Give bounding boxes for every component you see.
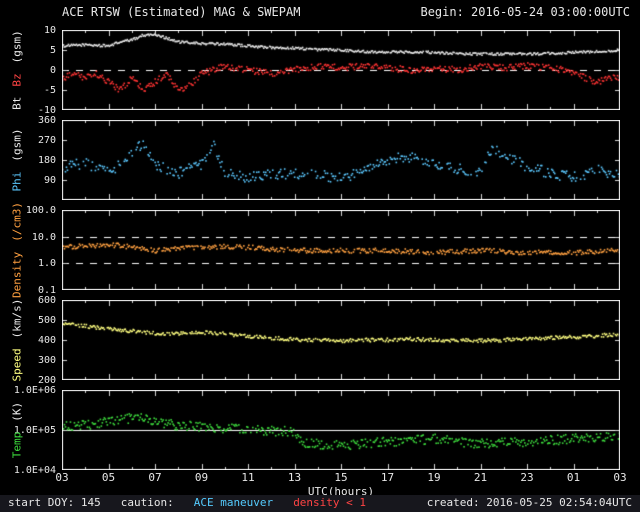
panel-phi xyxy=(62,120,620,200)
status-start-doy: start DOY: 145 xyxy=(8,496,101,509)
panel-temp xyxy=(62,390,620,470)
y-tick-bt-bz--10: -10 xyxy=(37,105,56,116)
y-tick-phi-180: 180 xyxy=(37,155,56,166)
begin-timestamp: Begin: 2016-05-24 03:00:00UTC xyxy=(420,5,630,19)
panel-plot-speed xyxy=(62,300,620,380)
y-tick-density-0.1: 0.1 xyxy=(37,285,56,296)
x-tick-17: 17 xyxy=(380,471,395,484)
y-tick-speed-500: 500 xyxy=(37,315,56,326)
y-axis-label-density: Density (/cm3) xyxy=(11,197,24,303)
x-tick-13: 13 xyxy=(287,471,302,484)
y-axis-label-part: (km/s) xyxy=(10,298,24,339)
y-tick-phi-360: 360 xyxy=(37,115,56,126)
y-tick-speed-300: 300 xyxy=(37,355,56,366)
x-axis-label: UTC(hours) xyxy=(307,485,375,498)
x-tick-09: 09 xyxy=(194,471,209,484)
y-axis-label-part: (gsm) xyxy=(10,30,24,64)
y-tick-phi-270: 270 xyxy=(37,135,56,146)
y-axis-label-part: (K) xyxy=(10,401,24,422)
status-caution: caution: xyxy=(120,496,174,509)
status-ace-maneuver: ACE maneuver xyxy=(193,496,274,509)
y-axis-label-part: Density xyxy=(10,251,24,299)
y-axis-label-part: Phi xyxy=(10,171,24,192)
y-axis-label-bt-bz: Bt Bz (gsm) xyxy=(11,25,24,115)
x-tick-01: 01 xyxy=(566,471,581,484)
x-tick-21: 21 xyxy=(473,471,488,484)
y-tick-density-100.0: 100.0 xyxy=(25,205,56,216)
y-tick-bt-bz-0: 0 xyxy=(49,65,56,76)
y-tick-speed-600: 600 xyxy=(37,295,56,306)
panel-plot-bt-bz xyxy=(62,30,620,110)
panel-plot-density xyxy=(62,210,620,290)
y-axis-label-part: (/cm3) xyxy=(10,201,24,242)
panel-speed xyxy=(62,300,620,380)
y-tick-temp-1.0E+06: 1.0E+06 xyxy=(13,385,56,396)
y-tick-bt-bz-10: 10 xyxy=(43,25,56,36)
y-tick-density-1.0: 1.0 xyxy=(37,258,56,270)
y-axis-label-part: Bt xyxy=(10,96,24,110)
plot-title: ACE RTSW (Estimated) MAG & SWEPAM xyxy=(62,5,301,19)
y-tick-density-10.0: 10.0 xyxy=(31,231,56,243)
x-tick-05: 05 xyxy=(101,471,116,484)
x-tick-03: 03 xyxy=(613,471,627,484)
x-tick-03: 03 xyxy=(55,471,69,484)
x-tick-19: 19 xyxy=(427,471,441,484)
y-axis-label-part: Speed xyxy=(10,348,24,382)
status-bar-left: start DOY: 145 caution: ACE maneuver densit… xyxy=(8,496,386,509)
y-tick-temp-1.0E+05: 1.0E+05 xyxy=(13,425,56,436)
y-axis-label-part: (gsm) xyxy=(10,128,24,162)
panel-plot-temp xyxy=(62,390,620,470)
title-bar: ACE RTSW (Estimated) MAG & SWEPAM Begin:… xyxy=(62,5,630,19)
x-tick-15: 15 xyxy=(334,471,348,484)
y-tick-speed-400: 400 xyxy=(37,335,56,346)
created-timestamp: created: 2016-05-25 02:54:04UTC xyxy=(426,496,632,509)
panel-plot-phi xyxy=(62,120,620,200)
panel-density xyxy=(62,210,620,290)
x-tick-07: 07 xyxy=(148,471,162,484)
y-axis-label-part: Bz xyxy=(10,73,24,87)
y-tick-phi-90: 90 xyxy=(43,175,56,186)
y-axis-label-phi: Phi (gsm) xyxy=(11,124,24,197)
y-tick-speed-200: 200 xyxy=(37,375,56,386)
y-tick-bt-bz--5: -5 xyxy=(43,85,56,96)
y-axis-label-temp: Temp (K) xyxy=(11,397,24,463)
x-tick-11: 11 xyxy=(241,471,255,484)
status-bar: start DOY: 145 caution: ACE maneuver densit… xyxy=(0,495,640,512)
status-density-warning: density < 1 xyxy=(293,496,367,509)
y-axis-label-part: Temp xyxy=(10,431,24,459)
y-axis-label-speed: Speed (km/s) xyxy=(11,294,24,387)
y-tick-bt-bz-5: 5 xyxy=(49,45,56,56)
x-tick-23: 23 xyxy=(520,471,534,484)
y-tick-temp-1.0E+04: 1.0E+04 xyxy=(13,465,56,476)
panel-bt-bz xyxy=(62,30,620,110)
